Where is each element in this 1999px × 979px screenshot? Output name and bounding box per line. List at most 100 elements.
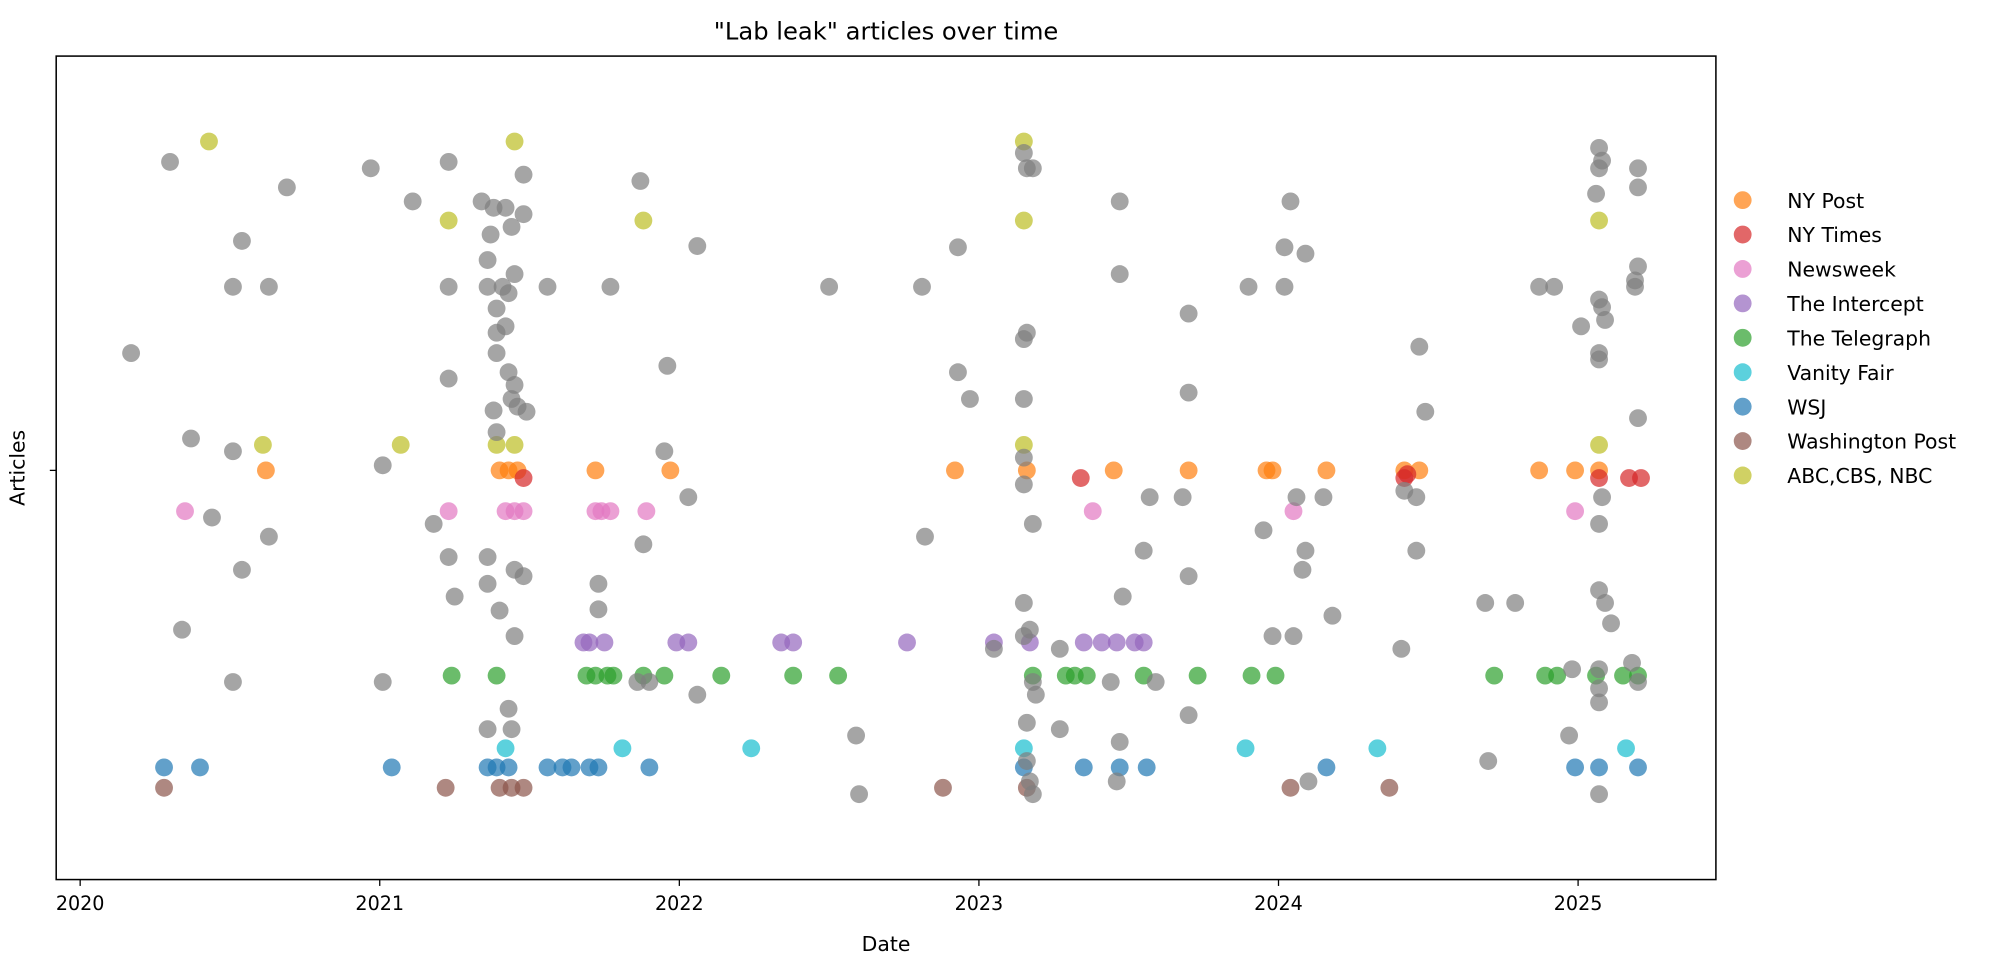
point	[499, 758, 518, 777]
point	[679, 633, 698, 652]
point	[589, 600, 608, 619]
point	[373, 456, 392, 475]
point	[382, 758, 401, 777]
point	[634, 535, 653, 554]
point	[1050, 639, 1069, 658]
legend-label: Newsweek	[1787, 258, 1896, 282]
point	[1014, 211, 1033, 230]
point	[1179, 461, 1198, 480]
point	[256, 461, 275, 480]
point	[1179, 706, 1198, 725]
point	[1140, 488, 1159, 507]
point	[1590, 350, 1608, 369]
point	[1281, 192, 1300, 211]
point	[655, 442, 674, 461]
point	[176, 502, 194, 521]
point	[439, 152, 458, 171]
point	[1629, 758, 1647, 777]
point	[514, 502, 533, 521]
point	[1023, 514, 1042, 533]
point	[916, 527, 934, 546]
point	[1590, 693, 1608, 712]
point	[155, 758, 173, 777]
y-axis-label: Articles	[5, 430, 29, 506]
point	[1530, 277, 1549, 296]
point	[984, 639, 1003, 658]
point	[562, 758, 581, 777]
point	[934, 778, 952, 797]
point	[478, 251, 497, 269]
legend-label: Vanity Fair	[1787, 361, 1894, 385]
point	[1596, 311, 1614, 329]
point	[1284, 502, 1303, 521]
point	[373, 673, 392, 691]
legend-marker	[1733, 397, 1752, 416]
point	[439, 548, 458, 566]
point	[514, 567, 533, 586]
point	[1590, 469, 1608, 487]
point	[182, 429, 200, 448]
point	[1293, 560, 1312, 579]
point	[439, 502, 458, 521]
point	[439, 369, 458, 388]
point	[1179, 383, 1198, 402]
point	[224, 277, 242, 296]
legend-marker	[1733, 294, 1752, 313]
point	[499, 284, 518, 303]
legend-label: Washington Post	[1787, 430, 1956, 454]
point	[496, 317, 515, 336]
point	[200, 132, 218, 151]
point	[1092, 633, 1111, 652]
point	[1014, 475, 1033, 494]
point	[589, 574, 608, 593]
point	[478, 574, 497, 593]
x-tick-label: 2023	[955, 892, 1004, 915]
point	[1617, 739, 1635, 758]
x-tick-label: 2020	[56, 892, 105, 915]
point	[487, 344, 506, 363]
point	[1596, 594, 1614, 612]
point	[1242, 666, 1261, 685]
point	[1275, 277, 1294, 296]
legend-marker	[1733, 225, 1752, 244]
point	[1593, 488, 1611, 507]
point	[631, 172, 650, 190]
point	[514, 165, 533, 184]
point	[1101, 673, 1120, 691]
point	[1590, 514, 1608, 533]
point	[949, 238, 967, 257]
point	[586, 461, 605, 480]
point	[1137, 758, 1156, 777]
point	[1614, 666, 1632, 685]
point	[679, 488, 698, 507]
point	[898, 633, 916, 652]
point	[637, 502, 656, 521]
point	[1017, 713, 1036, 732]
point	[1134, 633, 1153, 652]
point	[847, 726, 866, 745]
point	[1179, 567, 1198, 586]
point	[253, 435, 272, 454]
point	[1287, 488, 1306, 507]
legend-label: The Intercept	[1786, 292, 1923, 316]
point	[1284, 627, 1303, 646]
point	[961, 390, 979, 408]
point	[655, 666, 674, 685]
point	[487, 666, 506, 685]
point	[1017, 752, 1036, 770]
legend-marker	[1733, 328, 1752, 347]
point	[1110, 732, 1129, 751]
point	[1017, 323, 1036, 342]
point	[1416, 402, 1435, 421]
point	[1014, 390, 1033, 408]
point	[1590, 758, 1608, 777]
point	[487, 435, 506, 454]
point	[1236, 739, 1255, 758]
point	[1485, 666, 1504, 685]
point	[1368, 739, 1387, 758]
point	[1602, 614, 1620, 633]
point	[391, 435, 410, 454]
point	[1071, 469, 1090, 487]
point	[595, 633, 614, 652]
point	[1476, 594, 1495, 612]
